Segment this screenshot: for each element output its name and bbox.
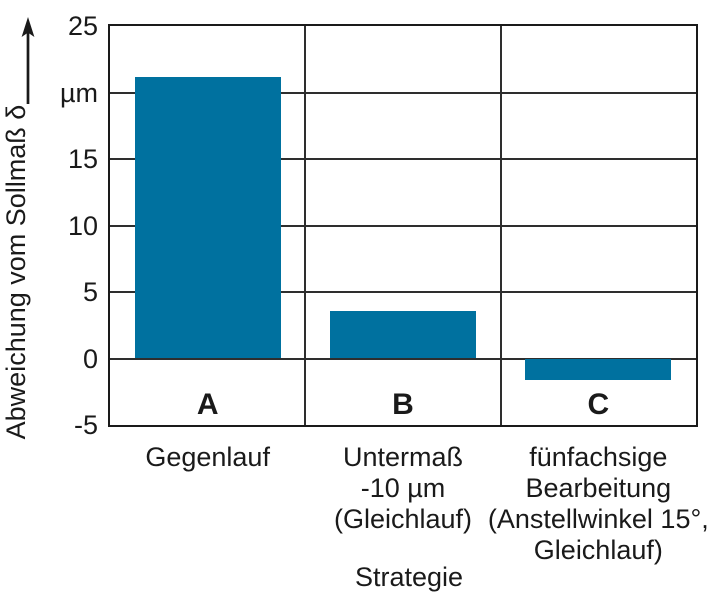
x-axis-title: Strategie [354, 562, 464, 592]
y-tick-label: 5 [82, 277, 98, 307]
bar-key-label: C [587, 388, 610, 421]
y-tick-label: µm [59, 77, 98, 108]
gridline [110, 357, 696, 360]
bar-key-label: A [196, 388, 219, 421]
y-tick-label: 0 [82, 343, 98, 374]
gridline [110, 158, 696, 160]
y-tick-label: 10 [67, 210, 98, 241]
up-arrow-icon [21, 17, 35, 104]
y-tick-label: -5 [73, 410, 98, 440]
gridline [110, 91, 696, 94]
bar-A [134, 76, 281, 359]
bar-B [330, 310, 476, 359]
plot-area: A B C [108, 24, 698, 427]
gridline [110, 224, 696, 227]
column-divider [499, 26, 502, 425]
y-tick-label: 15 [67, 144, 98, 174]
bar-key-label: B [392, 388, 414, 421]
bar-C [525, 358, 672, 380]
gridline [110, 291, 696, 293]
category-label: Untermaß -10 µm (Gleichlauf) [333, 442, 473, 534]
category-label: Gegenlauf [145, 442, 270, 472]
y-tick-label: 25 [67, 11, 98, 41]
column-divider [304, 26, 307, 425]
category-label: fünfachsige Bearbeitung (Anstellwinkel 1… [487, 442, 709, 565]
